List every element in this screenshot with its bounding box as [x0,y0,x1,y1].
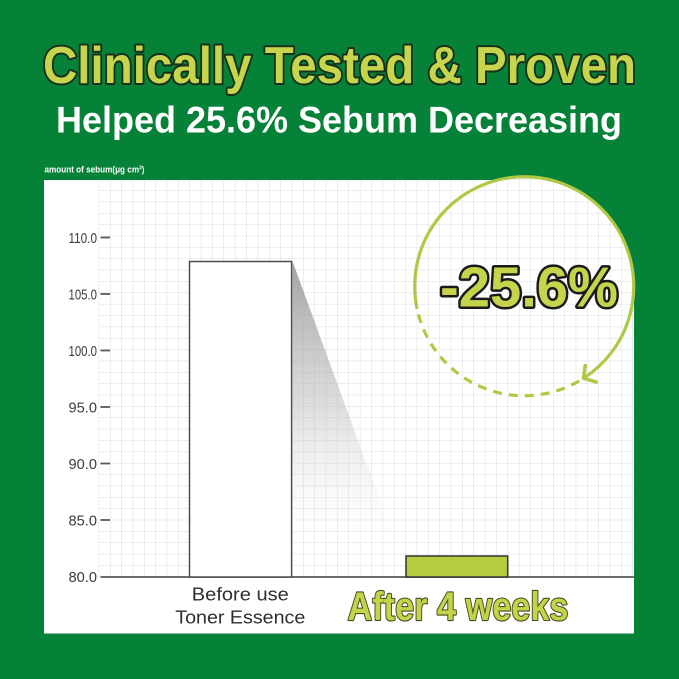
svg-text:110.0: 110.0 [69,230,98,247]
svg-text:90.0: 90.0 [69,456,98,473]
svg-text:105.0: 105.0 [69,287,98,304]
svg-text:Toner Essence: Toner Essence [175,606,305,627]
svg-text:-25.6%: -25.6% [440,256,618,320]
svg-text:amount of sebum(μg cm²): amount of sebum(μg cm²) [45,165,145,176]
svg-text:Before use: Before use [192,584,289,605]
svg-text:100.0: 100.0 [69,343,98,360]
svg-text:Helped 25.6% Sebum Decreasing: Helped 25.6% Sebum Decreasing [56,99,622,140]
svg-text:95.0: 95.0 [69,400,98,417]
svg-text:85.0: 85.0 [69,513,98,530]
svg-text:After 4 weeks: After 4 weeks [348,585,569,629]
svg-text:80.0: 80.0 [69,569,98,586]
svg-text:Clinically Tested & Proven: Clinically Tested & Proven [43,37,636,95]
